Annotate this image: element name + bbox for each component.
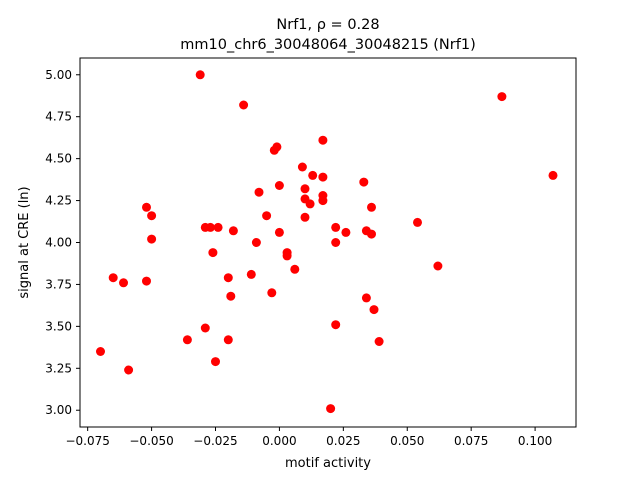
data-point <box>239 100 249 110</box>
data-point <box>282 251 292 261</box>
data-point <box>228 226 238 236</box>
data-point <box>246 269 256 279</box>
y-tick-label: 4.50 <box>45 152 72 166</box>
data-point <box>290 264 300 274</box>
data-point <box>433 261 443 271</box>
y-tick-label: 3.25 <box>45 361 72 375</box>
x-tick-label: −0.050 <box>129 434 173 448</box>
x-tick-label: −0.025 <box>193 434 237 448</box>
data-point <box>326 404 336 414</box>
data-point <box>205 222 215 232</box>
y-tick-label: 4.75 <box>45 110 72 124</box>
data-point <box>318 135 328 145</box>
x-tick-label: 0.100 <box>518 434 552 448</box>
data-point <box>267 288 277 298</box>
data-point <box>208 248 218 258</box>
data-point <box>223 273 233 283</box>
x-tick-label: 0.025 <box>326 434 360 448</box>
x-axis-ticks: −0.075 −0.050 −0.025 0.000 0.025 0.050 0.075 0.… <box>65 427 552 448</box>
data-point <box>254 187 264 197</box>
data-point <box>369 305 379 315</box>
data-point <box>262 211 272 221</box>
y-tick-label: 4.25 <box>45 194 72 208</box>
data-point <box>223 335 233 345</box>
data-point <box>251 238 261 247</box>
data-point <box>341 227 351 237</box>
data-point <box>300 184 310 194</box>
data-point <box>318 196 328 206</box>
y-tick-label: 3.00 <box>45 403 72 417</box>
data-point <box>142 202 151 212</box>
data-point <box>308 170 318 180</box>
data-point <box>331 320 341 330</box>
data-point <box>374 337 384 346</box>
data-point <box>331 238 341 247</box>
y-tick-label: 4.00 <box>45 236 72 250</box>
data-point <box>497 92 507 102</box>
x-tick-label: 0.000 <box>262 434 296 448</box>
data-point <box>300 212 310 222</box>
data-point <box>297 162 307 172</box>
data-point <box>213 222 223 232</box>
data-point <box>211 357 220 367</box>
data-point <box>331 222 341 232</box>
data-point <box>367 202 376 212</box>
data-point <box>548 170 558 180</box>
chart-title-line2: mm10_chr6_30048064_30048215 (Nrf1) <box>180 37 475 53</box>
data-point <box>142 276 151 286</box>
data-point <box>269 145 279 155</box>
data-point <box>200 323 210 333</box>
data-point <box>318 172 328 182</box>
data-point <box>182 335 192 345</box>
x-tick-label: −0.075 <box>65 434 109 448</box>
y-axis-label: signal at CRE (ln) <box>17 186 32 298</box>
y-axis-ticks: 3.00 3.25 3.50 3.75 4.00 4.25 4.50 4.75 5.00 <box>45 68 80 417</box>
data-point <box>413 217 422 227</box>
data-point <box>195 70 205 80</box>
y-tick-label: 3.75 <box>45 277 72 291</box>
data-point <box>367 229 376 239</box>
x-tick-label: 0.050 <box>390 434 424 448</box>
plot-area <box>80 58 576 427</box>
chart-title-line1: Nrf1, ρ = 0.28 <box>276 17 379 33</box>
y-tick-label: 3.50 <box>45 319 72 333</box>
data-point <box>274 181 284 190</box>
data-point <box>359 177 369 187</box>
chart-title-line1-text: Nrf1, ρ = 0.28 <box>276 17 379 33</box>
data-point <box>108 273 118 283</box>
data-points <box>96 70 558 414</box>
data-point <box>361 293 371 303</box>
y-tick-label: 5.00 <box>45 68 72 82</box>
data-point <box>226 291 236 301</box>
x-axis-label: motif activity <box>285 456 371 471</box>
data-point <box>124 365 134 375</box>
data-point <box>96 347 105 356</box>
chart-title: Nrf1, ρ = 0.28 mm10_chr6_30048064_300482… <box>180 17 475 53</box>
x-tick-label: 0.075 <box>454 434 488 448</box>
data-point <box>147 211 157 221</box>
data-point <box>305 199 315 209</box>
data-point <box>274 227 284 237</box>
data-point <box>119 278 128 288</box>
data-point <box>147 234 157 244</box>
